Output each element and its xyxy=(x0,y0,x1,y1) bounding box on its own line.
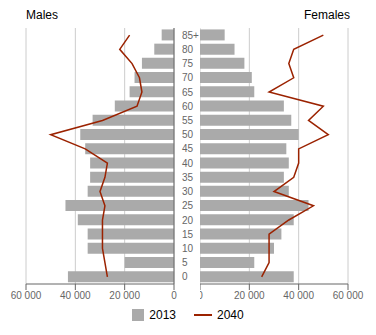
svg-text:10: 10 xyxy=(182,243,194,254)
svg-text:60: 60 xyxy=(182,101,194,112)
svg-text:80: 80 xyxy=(182,44,194,55)
svg-text:50: 50 xyxy=(182,129,194,140)
svg-text:35: 35 xyxy=(182,172,194,183)
svg-text:20: 20 xyxy=(182,215,194,226)
svg-text:60 000: 60 000 xyxy=(333,290,364,301)
svg-text:65: 65 xyxy=(182,87,194,98)
svg-text:25: 25 xyxy=(182,200,194,211)
svg-text:15: 15 xyxy=(182,229,194,240)
svg-text:30: 30 xyxy=(182,186,194,197)
svg-text:55: 55 xyxy=(182,115,194,126)
html-text:Males: Males xyxy=(26,8,58,22)
html-text:Females: Females xyxy=(304,8,350,22)
svg-text:70: 70 xyxy=(182,72,194,83)
svg-text:85+: 85+ xyxy=(182,30,199,41)
svg-text:40 000: 40 000 xyxy=(60,290,91,301)
svg-text:60 000: 60 000 xyxy=(11,290,42,301)
svg-text:0: 0 xyxy=(200,290,203,301)
svg-text:40: 40 xyxy=(182,158,194,169)
svg-text:45: 45 xyxy=(182,143,194,154)
svg-text:75: 75 xyxy=(182,58,194,69)
html-text:2013: 2013 xyxy=(149,308,176,322)
svg-text:20 000: 20 000 xyxy=(234,290,265,301)
html-text:2040: 2040 xyxy=(217,308,244,322)
svg-text:5: 5 xyxy=(182,257,188,268)
svg-text:0: 0 xyxy=(182,271,188,282)
svg-text:40 000: 40 000 xyxy=(283,290,314,301)
svg-text:0: 0 xyxy=(171,290,177,301)
svg-text:20 000: 20 000 xyxy=(109,290,140,301)
